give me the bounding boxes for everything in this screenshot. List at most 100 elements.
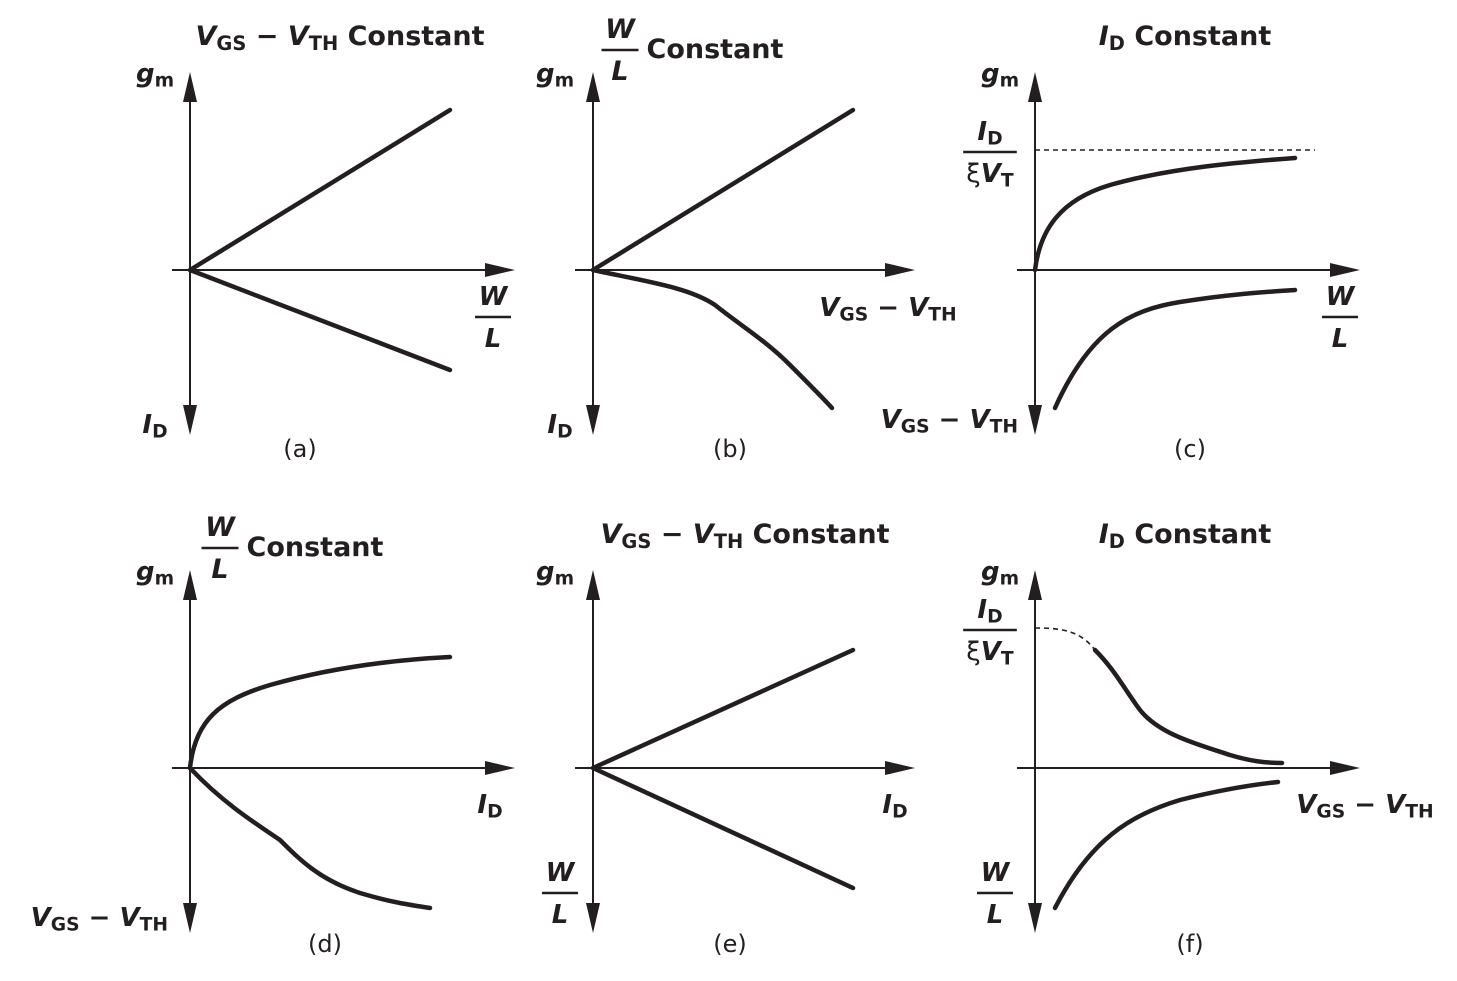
arrow-head: [1028, 405, 1042, 435]
label-part: g: [536, 557, 555, 587]
label-part: V: [981, 637, 1003, 667]
x-label-denominator: L: [1332, 324, 1349, 354]
label-part: GS: [216, 31, 246, 54]
panel-title-text: Constant: [247, 532, 384, 563]
y-label-bottom: ID: [142, 410, 167, 443]
label-part: V: [969, 405, 991, 435]
label-part: TH: [140, 914, 168, 935]
label-part: L: [211, 554, 228, 585]
label-part: m: [155, 568, 175, 589]
arrow-head: [485, 263, 515, 277]
panel-title: ID Constant: [1099, 519, 1272, 553]
label-part: m: [555, 70, 575, 91]
label-part: W: [605, 14, 636, 45]
label-part: V: [119, 903, 141, 933]
label-part: W: [479, 282, 509, 312]
arrow-head: [586, 570, 600, 600]
label-part: Constant: [1125, 519, 1271, 550]
label-part: W: [546, 858, 576, 888]
panel-caption: (a): [283, 435, 316, 463]
arrow-head: [183, 570, 197, 600]
panel-caption: (e): [713, 930, 747, 958]
label-part: GS: [901, 416, 930, 437]
gm-curve: [590, 107, 856, 273]
label-part: V: [1385, 790, 1407, 820]
arrow-head: [183, 72, 197, 102]
asymptote-label-denominator: ξVT: [966, 159, 1014, 192]
label-part: Constant: [647, 34, 784, 65]
label-part: I: [977, 595, 987, 625]
label-part: m: [155, 70, 175, 91]
panel-title-denominator: L: [611, 56, 628, 87]
y-label-bottom: VGS − VTH: [31, 903, 168, 936]
label-part: Constant: [743, 519, 889, 550]
panel-caption: (f): [1176, 930, 1203, 958]
gm-curve: [187, 654, 453, 771]
panel-title-numerator: W: [605, 14, 636, 45]
arrow-head: [1330, 761, 1360, 775]
arrow-head: [1330, 263, 1360, 277]
arrow-head: [586, 405, 600, 435]
vov-curve: [187, 765, 433, 911]
x-label: VGS − VTH: [819, 293, 956, 326]
label-part: I: [1099, 21, 1109, 52]
panel-title: VGS − VTH Constant: [600, 519, 889, 553]
label-part: D: [1109, 529, 1125, 552]
label-part: D: [892, 801, 908, 822]
asymptote-label-numerator: ID: [977, 595, 1002, 628]
y-label-bottom: VGS − VTH: [881, 405, 1018, 438]
gm-curve: [187, 107, 453, 273]
x-label-numerator: W: [479, 282, 509, 312]
y-label-bottom-denominator: L: [552, 900, 569, 930]
label-part: I: [142, 410, 152, 440]
label-part: V: [600, 519, 623, 550]
label-part: L: [552, 900, 569, 930]
x-label: ID: [882, 790, 907, 823]
label-part: GS: [621, 529, 651, 552]
asymptote: [1034, 627, 1096, 651]
y-label-top: gm: [981, 59, 1019, 92]
label-part: Constant: [1125, 21, 1271, 52]
label-part: m: [555, 568, 575, 589]
label-part: GS: [839, 304, 868, 325]
label-part: −: [930, 405, 970, 435]
label-part: I: [547, 410, 557, 440]
arrow-head: [183, 903, 197, 933]
curves: [187, 107, 1315, 911]
gm-curve: [1032, 155, 1298, 273]
label-part: D: [152, 421, 168, 442]
label-part: TH: [309, 31, 339, 54]
panel-title: VGS − VTH Constant: [195, 21, 484, 55]
arrow-head: [485, 761, 515, 775]
label-part: −: [651, 519, 692, 550]
label-part: TH: [714, 529, 744, 552]
label-part: W: [981, 858, 1011, 888]
x-label: VGS − VTH: [1296, 790, 1433, 823]
y-label-top: gm: [536, 557, 574, 590]
asymptote-label-denominator: ξVT: [966, 637, 1014, 670]
label-part: TH: [928, 304, 956, 325]
label-part: ξ: [966, 637, 981, 667]
label-part: T: [1001, 170, 1014, 191]
label-part: V: [981, 159, 1003, 189]
label-part: g: [136, 557, 155, 587]
label-part: I: [477, 790, 487, 820]
y-label-bottom: ID: [547, 410, 572, 443]
panel-caption: (c): [1174, 435, 1206, 463]
label-part: L: [485, 324, 502, 354]
y-label-bottom-numerator: W: [546, 858, 576, 888]
panel-title-numerator: W: [205, 512, 236, 543]
label-part: −: [80, 903, 120, 933]
y-label-top: gm: [136, 59, 174, 92]
label-part: V: [819, 293, 841, 323]
arrow-head: [183, 405, 197, 435]
label-part: Constant: [338, 21, 484, 52]
label-part: −: [868, 293, 908, 323]
label-part: m: [1000, 568, 1020, 589]
label-part: V: [288, 21, 311, 52]
arrow-head: [885, 761, 915, 775]
label-part: D: [987, 128, 1003, 149]
label-part: g: [136, 59, 155, 89]
x-label-denominator: L: [485, 324, 502, 354]
